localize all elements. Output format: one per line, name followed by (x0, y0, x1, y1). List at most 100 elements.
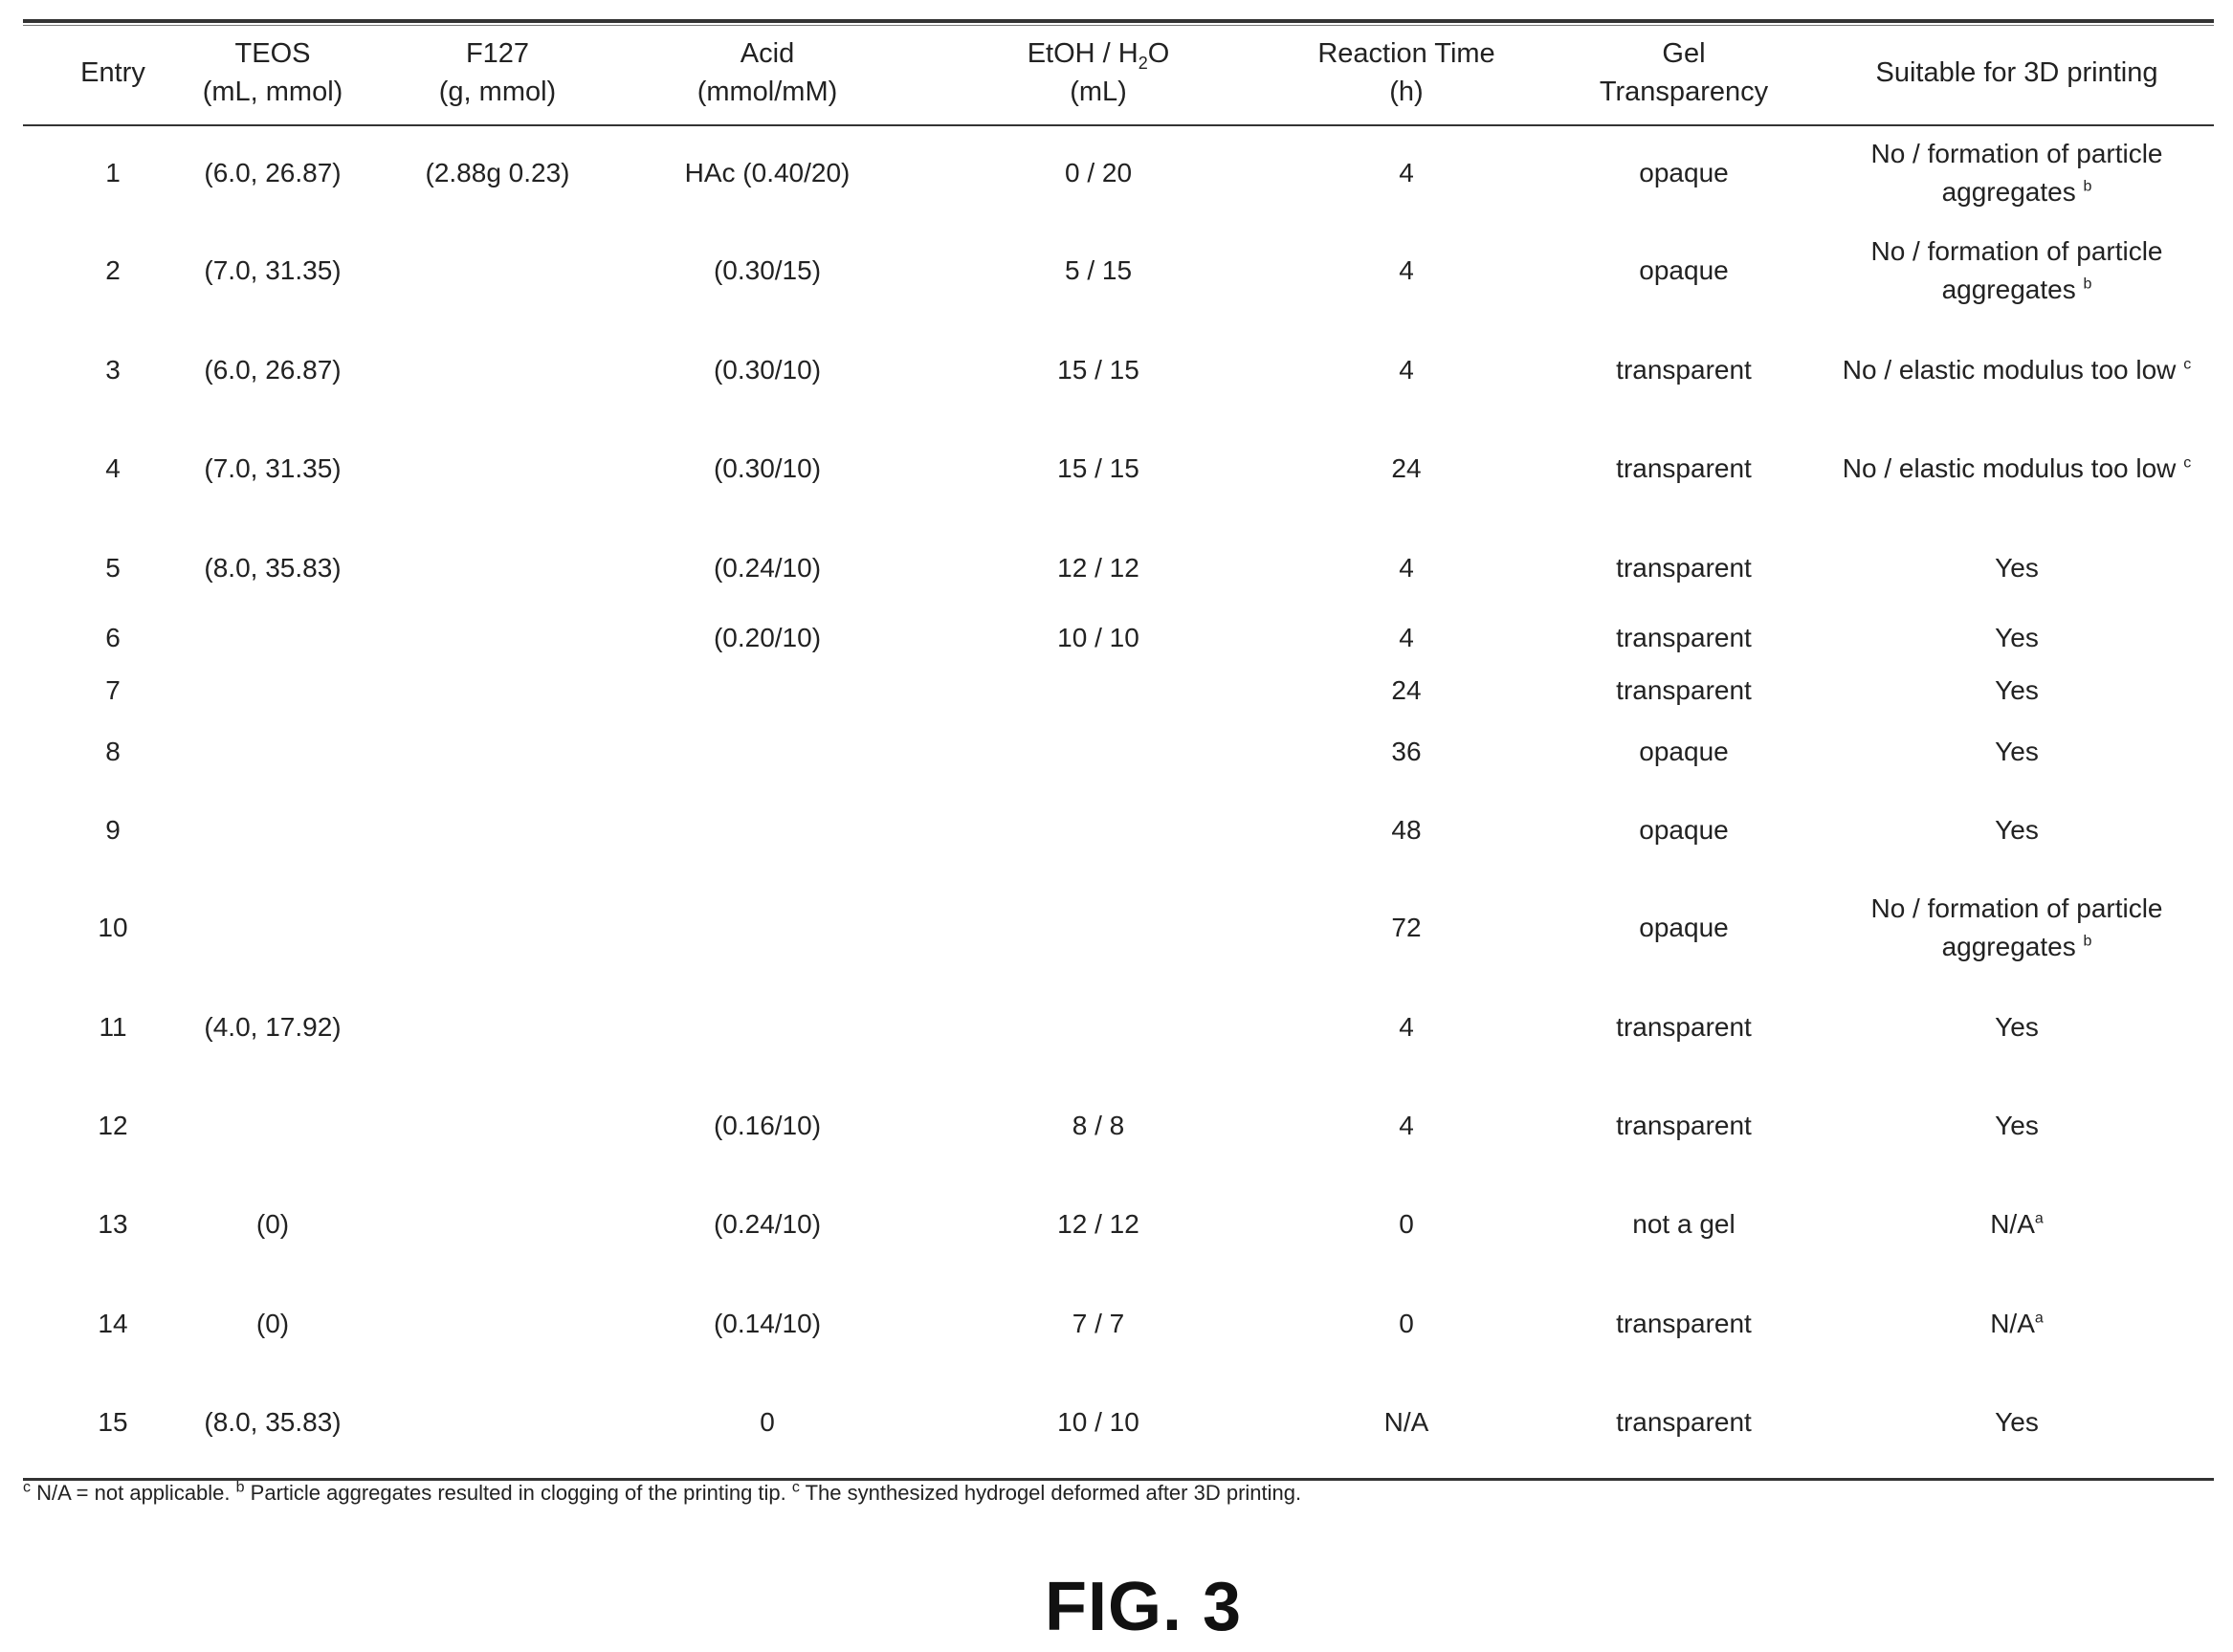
cell-suitable: Yes (1995, 672, 2039, 710)
cell-time: 4 (1399, 1107, 1414, 1145)
cell-suitable: Yes (1995, 1008, 2039, 1046)
footnote-mark: c (2183, 356, 2192, 373)
cell-text: (0.14/10) (713, 1309, 822, 1338)
cell-text: 5 / 15 (1064, 255, 1133, 285)
cell-text: 12 (98, 1111, 128, 1140)
footnote-mark: c (2183, 454, 2192, 472)
cell-text: Yes (1995, 815, 2039, 845)
cell-text: (6.0, 26.87) (204, 158, 342, 187)
header-text: Suitable for 3D printing (1875, 57, 2158, 88)
cell-acid: (0.24/10) (714, 1205, 821, 1244)
cell-text: (0) (255, 1309, 290, 1338)
header-gel-transparency: Gel Transparency (1600, 34, 1768, 111)
cell-text: 4 (1399, 1012, 1414, 1042)
cell-gel: transparent (1616, 672, 1752, 710)
cell-entry: 14 (98, 1305, 127, 1343)
header-etoh-h2o-line1: EtOH / H2O (1028, 34, 1170, 73)
cell-text: 11 (99, 1012, 127, 1042)
cell-gel: transparent (1616, 1107, 1752, 1145)
cell-text: 4 (1399, 255, 1414, 285)
cell-text: 4 (1399, 623, 1414, 652)
cell-text: No / formation of particle aggregates (1870, 893, 2163, 961)
cell-text: transparent (1616, 1012, 1752, 1042)
cell-entry: 9 (105, 811, 121, 849)
cell-text: 4 (1399, 355, 1414, 385)
cell-time: 24 (1391, 450, 1421, 488)
cell-acid: (0.30/10) (714, 351, 821, 389)
cell-time: 4 (1399, 549, 1414, 587)
cell-text: 15 / 15 (1057, 453, 1139, 483)
table-top-rule-thin (23, 25, 2214, 26)
cell-text: transparent (1616, 623, 1752, 652)
header-gel-transparency-line1: Gel (1600, 34, 1768, 73)
cell-acid: (0.30/10) (714, 450, 821, 488)
cell-text: N/A (1383, 1407, 1429, 1437)
cell-text: 10 (98, 913, 128, 942)
cell-time: 4 (1399, 252, 1414, 290)
table-top-rule (23, 19, 2214, 23)
cell-text: 4 (1399, 553, 1414, 583)
cell-teos: (6.0, 26.87) (204, 154, 341, 192)
cell-text: 14 (98, 1309, 128, 1338)
cell-text: 10 / 10 (1057, 623, 1139, 652)
cell-teos: (0) (256, 1205, 289, 1244)
cell-gel: opaque (1639, 909, 1728, 947)
footnote-mark-a: c (23, 1479, 31, 1496)
cell-suitable: N/Aa (1990, 1305, 2044, 1343)
header-f127-line1: F127 (439, 34, 556, 73)
header-text: EtOH / H (1027, 38, 1139, 69)
cell-gel: transparent (1616, 549, 1752, 587)
cell-entry: 15 (98, 1403, 127, 1442)
cell-text: 0 (760, 1407, 775, 1437)
cell-etoh-h2o: 8 / 8 (1072, 1107, 1124, 1145)
cell-time: 4 (1399, 154, 1414, 192)
table-header-rule (23, 124, 2214, 126)
cell-text: 5 (105, 553, 121, 583)
header-reaction-time-line2: (h) (1389, 77, 1424, 107)
cell-text: not a gel (1632, 1209, 1736, 1239)
header-suitable-3d-printing-line1: Suitable for 3D printing (1876, 54, 2158, 92)
cell-text: opaque (1639, 815, 1729, 845)
cell-entry: 7 (105, 672, 121, 710)
cell-teos: (6.0, 26.87) (204, 351, 341, 389)
cell-gel: transparent (1616, 619, 1752, 657)
cell-suitable: No / formation of particle aggregates b (1835, 890, 2199, 966)
footnote-mark: a (2034, 1210, 2044, 1227)
cell-time: 24 (1391, 672, 1421, 710)
cell-suitable: No / formation of particle aggregates b (1835, 135, 2199, 211)
cell-text: (8.0, 35.83) (204, 553, 342, 583)
cell-text: Yes (1995, 1407, 2039, 1437)
cell-text: 3 (105, 355, 121, 385)
cell-teos: (0) (256, 1305, 289, 1343)
cell-text: No / elastic modulus too low (1842, 355, 2177, 385)
header-etoh-h2o: EtOH / H2O (mL) (1028, 34, 1170, 111)
header-subscript: 2 (1138, 53, 1148, 73)
header-suitable-3d-printing: Suitable for 3D printing (1876, 54, 2158, 92)
cell-text: 15 / 15 (1057, 355, 1139, 385)
cell-text: N/A (1990, 1309, 2035, 1338)
footnote-b-text: Particle aggregates resulted in clogging… (244, 1481, 792, 1505)
header-text: Gel (1662, 38, 1706, 69)
cell-etoh-h2o: 5 / 15 (1065, 252, 1132, 290)
cell-teos: (7.0, 31.35) (204, 252, 341, 290)
cell-gel: opaque (1639, 252, 1728, 290)
cell-gel: transparent (1616, 351, 1752, 389)
cell-text: 8 / 8 (1072, 1111, 1125, 1140)
cell-text: 72 (1391, 913, 1422, 942)
cell-suitable: No / formation of particle aggregates b (1835, 232, 2199, 309)
cell-gel: opaque (1639, 811, 1728, 849)
header-text: Reaction Time (1317, 38, 1495, 69)
cell-entry: 2 (105, 252, 121, 290)
cell-text: 24 (1391, 675, 1422, 705)
header-acid: Acid (mmol/mM) (697, 34, 838, 111)
cell-text: transparent (1616, 675, 1752, 705)
cell-text: opaque (1639, 737, 1729, 766)
cell-text: (2.88g 0.23) (425, 158, 570, 187)
cell-acid: (0.20/10) (714, 619, 821, 657)
cell-gel: transparent (1616, 1403, 1752, 1442)
cell-acid: HAc (0.40/20) (685, 154, 851, 192)
cell-text: 7 / 7 (1072, 1309, 1125, 1338)
cell-text: Yes (1995, 553, 2039, 583)
cell-entry: 3 (105, 351, 121, 389)
cell-acid: (0.24/10) (714, 549, 821, 587)
